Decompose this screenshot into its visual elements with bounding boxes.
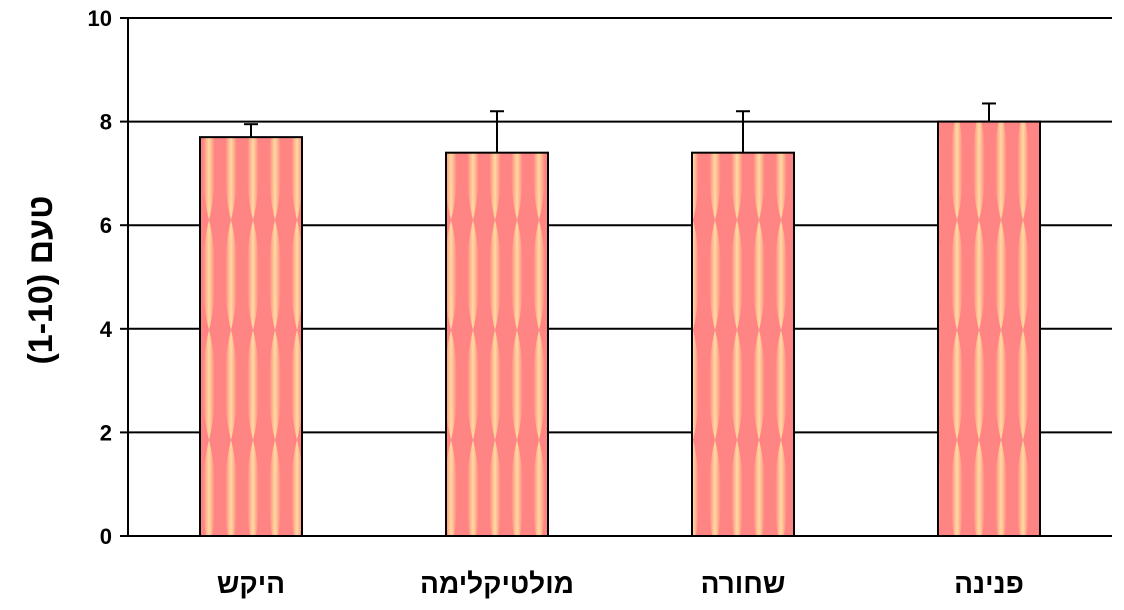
- bar: [199, 136, 303, 537]
- y-tick-label: 4: [100, 317, 113, 342]
- y-tick-label: 2: [100, 420, 112, 445]
- bar: [445, 151, 549, 537]
- y-tick-label: 8: [100, 110, 112, 135]
- x-category-label: מולטיקלימה: [420, 568, 574, 599]
- bars: [199, 102, 1041, 537]
- y-axis-title: טעם (1-10): [22, 195, 60, 364]
- x-category-label: פנינה: [954, 568, 1024, 599]
- y-tick-label: 10: [88, 6, 112, 31]
- y-tick-label: 0: [100, 524, 112, 549]
- bar: [937, 120, 1041, 537]
- axes: 0 2 4 6 8 10 היקש מולטיקלימה שחורה פנינה: [88, 6, 1112, 599]
- x-category-label: היקש: [217, 568, 285, 599]
- bar: [691, 151, 795, 537]
- y-tick-label: 6: [100, 213, 112, 238]
- x-category-label: שחורה: [701, 568, 786, 599]
